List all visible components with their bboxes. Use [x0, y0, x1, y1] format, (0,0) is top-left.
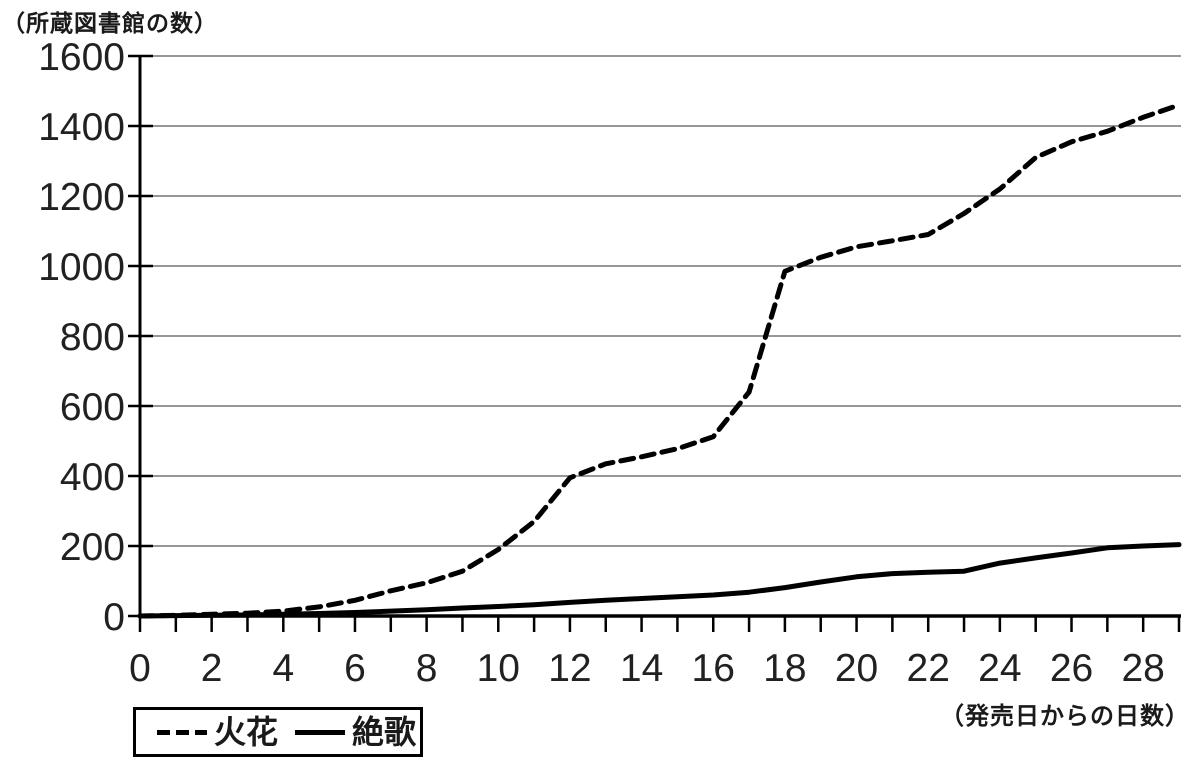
x-tick-label: 10: [477, 647, 520, 690]
x-tick-label: 22: [907, 647, 950, 690]
x-tick-label: 26: [1050, 647, 1093, 690]
legend-item-hibana: 火花: [157, 716, 278, 748]
legend-item-zekka: 絶歌: [295, 716, 416, 748]
x-axis-caption: （発売日からの日数）: [940, 703, 1190, 730]
x-tick-label: 12: [548, 647, 591, 690]
y-tick-label: 400: [60, 456, 125, 499]
y-tick-label: 0: [103, 596, 125, 639]
y-tick-label: 1200: [38, 176, 125, 219]
dashed-line-sample: [157, 729, 207, 735]
y-tick-label: 1000: [38, 246, 125, 289]
series-line-hibana: [137, 102, 1182, 619]
solid-line-sample: [295, 729, 346, 735]
x-tick-label: 6: [344, 647, 366, 690]
x-tick-label: 28: [1121, 647, 1164, 690]
y-tick-label: 1400: [38, 106, 125, 149]
y-tick-label: 600: [60, 386, 125, 429]
y-tick-label: 800: [60, 316, 125, 359]
x-tick-label: 20: [835, 647, 878, 690]
x-tick-label: 2: [201, 647, 223, 690]
legend-label-hibana: 火花: [214, 714, 279, 750]
y-tick-label: 1600: [38, 36, 125, 79]
x-tick-label: 14: [620, 647, 663, 690]
x-tick-label: 4: [272, 647, 294, 690]
series-line-zekka: [137, 542, 1182, 619]
x-tick-label: 24: [978, 647, 1021, 690]
x-tick-label: 8: [416, 647, 438, 690]
y-tick-label: 200: [60, 526, 125, 569]
y-axis-caption: （所蔵図書館の数）: [2, 10, 218, 36]
x-tick-label: 18: [763, 647, 806, 690]
legend: 火花 絶歌: [133, 707, 423, 757]
legend-label-zekka: 絶歌: [352, 714, 417, 750]
x-tick-label: 0: [129, 647, 151, 690]
x-tick-label: 16: [692, 647, 735, 690]
